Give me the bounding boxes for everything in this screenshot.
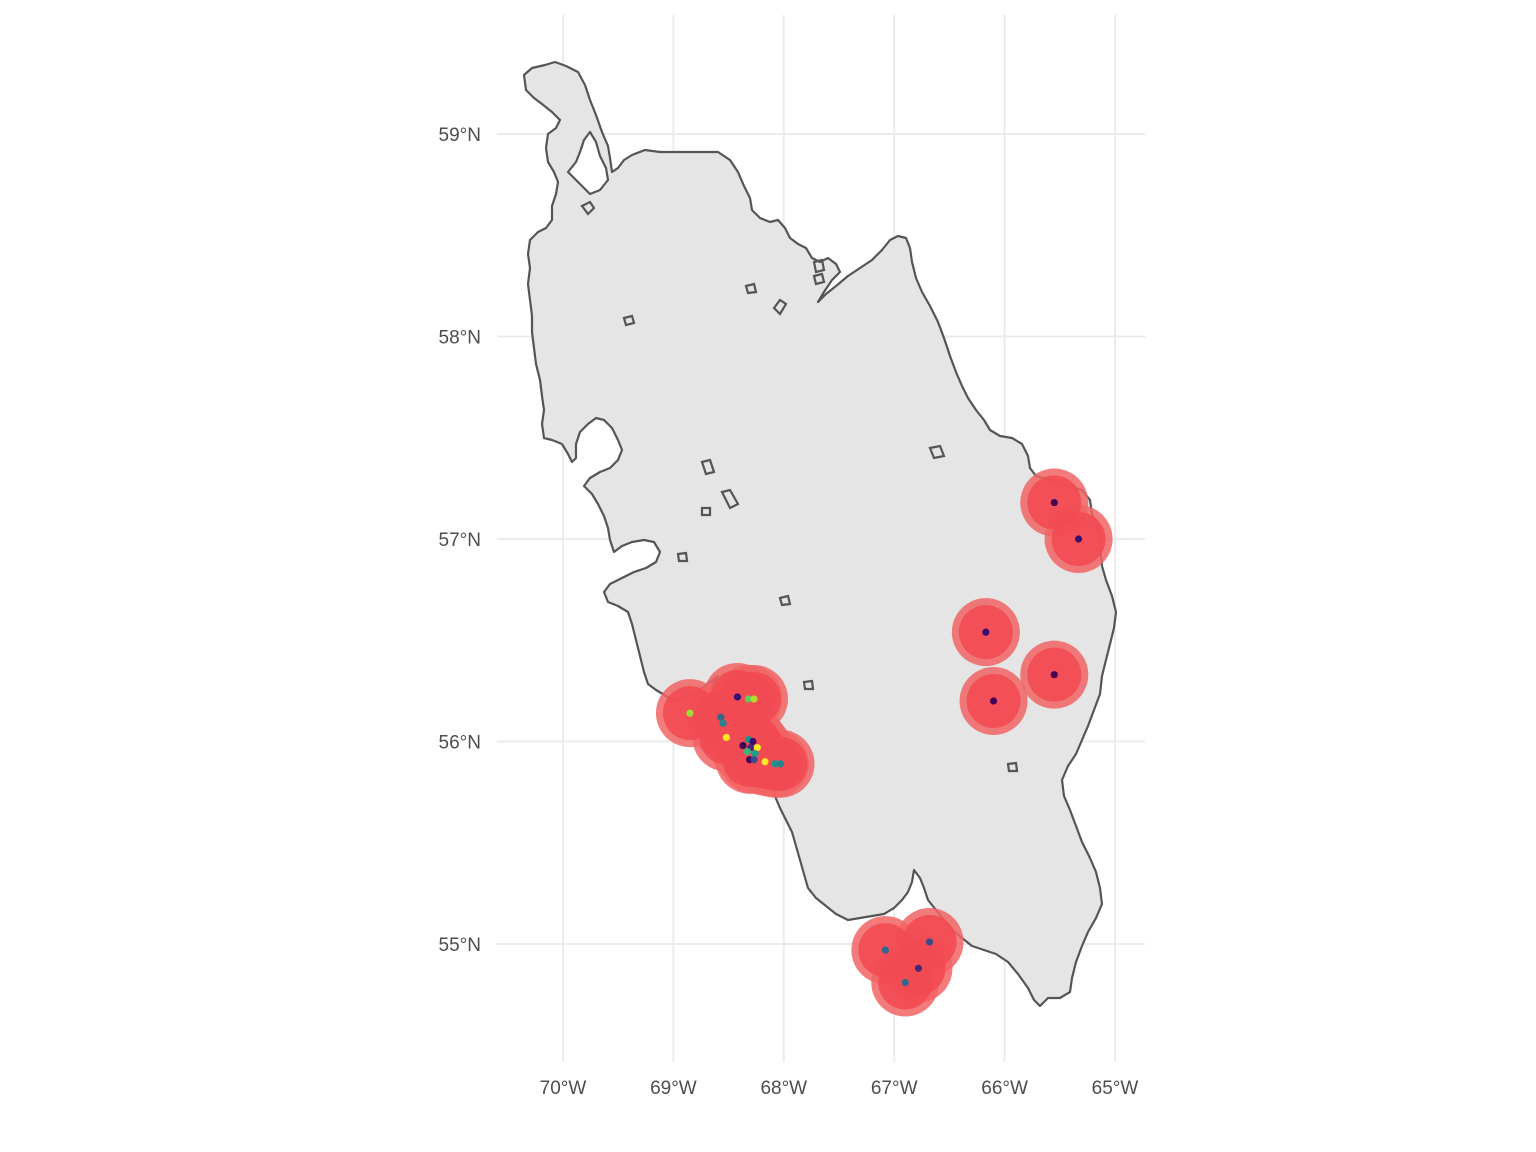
observation-points — [686, 498, 1083, 987]
observation-point — [750, 695, 758, 703]
observation-point — [753, 743, 761, 752]
observation-point — [722, 733, 730, 742]
region-landmass — [522, 60, 1118, 1008]
x-tick-label: 65°W — [1092, 1078, 1139, 1099]
islet-1 — [580, 200, 596, 216]
observation-point — [749, 737, 757, 746]
observation-point — [989, 697, 998, 705]
main-landmass — [522, 60, 1118, 1008]
islet-7 — [700, 458, 716, 476]
northern-lake-cutout — [566, 130, 610, 196]
islet-10 — [676, 551, 689, 563]
observation-point — [743, 748, 751, 756]
islet-6 — [812, 272, 826, 286]
x-axis: 70°W 69°W 68°W 67°W 66°W 65°W — [540, 1078, 1139, 1099]
x-tick-label: 66°W — [981, 1078, 1028, 1099]
observation-point — [750, 756, 758, 764]
observation-point — [914, 964, 923, 972]
observation-point — [881, 946, 889, 954]
observation-point — [1050, 671, 1058, 679]
islet-12 — [802, 679, 815, 691]
observation-point — [717, 713, 725, 721]
y-tick-label: 55°N — [439, 935, 481, 956]
observation-point — [761, 758, 769, 766]
observation-point — [733, 693, 742, 701]
observation-point — [1050, 498, 1058, 507]
observation-point — [925, 938, 934, 946]
y-tick-label: 58°N — [439, 328, 481, 349]
islet-4 — [772, 298, 788, 316]
x-tick-label: 70°W — [540, 1078, 587, 1099]
observation-point — [982, 628, 990, 636]
observation-point — [686, 709, 694, 717]
islet-9 — [700, 506, 712, 517]
x-tick-label: 68°W — [760, 1078, 807, 1099]
observation-point — [751, 750, 759, 758]
islet-11 — [778, 594, 792, 607]
islet-8 — [720, 488, 740, 510]
y-axis: 59°N 58°N 57°N 56°N 55°N — [439, 125, 481, 956]
observation-point — [901, 978, 909, 987]
islet-13 — [928, 444, 946, 460]
observation-point — [744, 695, 753, 703]
observation-point — [739, 741, 747, 750]
x-tick-label: 69°W — [650, 1078, 697, 1099]
islet-3 — [744, 282, 758, 295]
observation-point — [771, 760, 779, 768]
y-tick-label: 59°N — [439, 125, 481, 146]
y-tick-label: 57°N — [439, 530, 481, 551]
observation-point — [1074, 535, 1083, 543]
islet-14 — [1006, 761, 1019, 773]
islet-2 — [622, 314, 636, 327]
observation-point — [719, 719, 727, 727]
y-tick-label: 56°N — [439, 733, 481, 754]
x-tick-label: 67°W — [871, 1078, 918, 1099]
observation-point — [776, 760, 785, 768]
islet-5 — [812, 258, 826, 274]
